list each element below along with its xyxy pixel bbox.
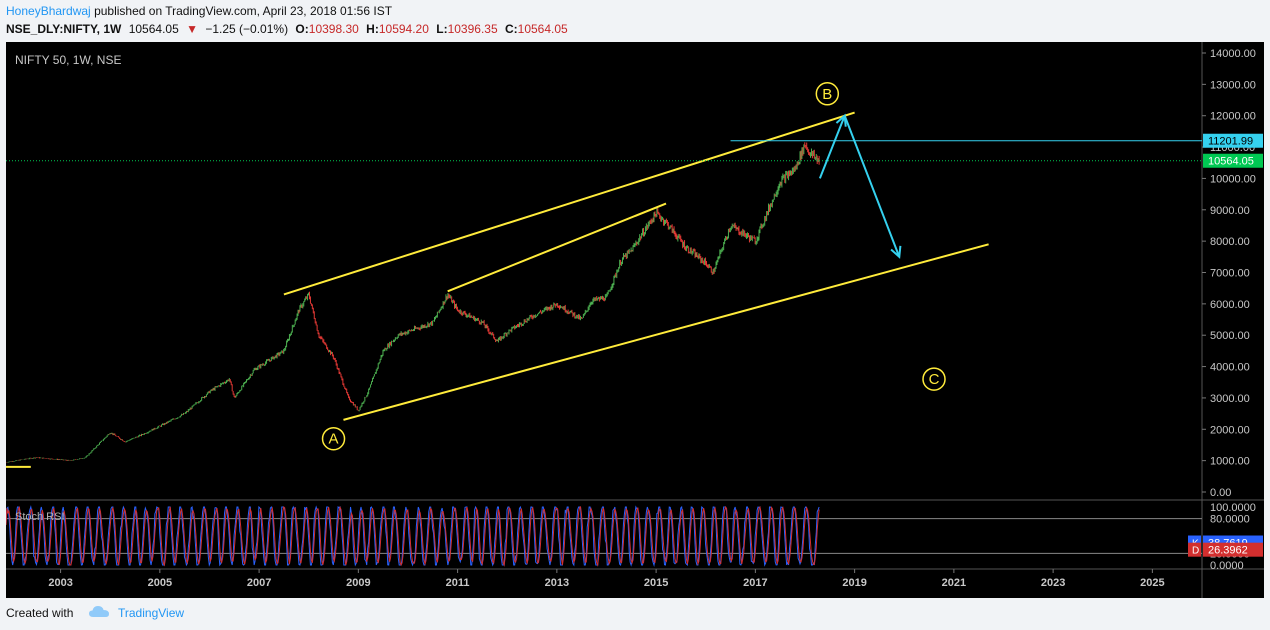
arrow-head-icon (890, 245, 902, 259)
price-tick-label: 2000.00 (1210, 424, 1250, 436)
ohlc-line: NSE_DLY:NIFTY, 1W 10564.05 ▼ −1.25 (−0.0… (6, 22, 572, 36)
inner-trend-line[interactable] (447, 202, 667, 293)
stoch-level-label: 80.0000 (1210, 514, 1250, 526)
time-tick-label: 2005 (148, 577, 172, 589)
publish-info: published on TradingView.com, April 23, … (94, 4, 393, 18)
price-tick-label: 12000.00 (1210, 111, 1256, 123)
channel-lower-line[interactable] (343, 243, 989, 421)
last-price-label: 10564.05 (1208, 156, 1254, 168)
price-tick-label: 1000.00 (1210, 456, 1250, 468)
time-tick-label: 2007 (247, 577, 271, 589)
stoch-d-value-bg (1203, 542, 1263, 557)
wave-label-text: A (329, 431, 339, 448)
time-tick-label: 2025 (1140, 577, 1164, 589)
price-tick-label: 9000.00 (1210, 205, 1250, 217)
last-price-label-bg (1203, 153, 1263, 168)
down-arrow-icon: ▼ (186, 22, 198, 36)
time-tick-label: 2017 (743, 577, 767, 589)
wave-label-circle[interactable] (815, 82, 840, 106)
resistance-price-label: 11201.99 (1208, 136, 1253, 148)
chart-canvas[interactable]: 0.00 1000.00 2000.00 3000.00 4000.00 5000.00 6… (6, 42, 1264, 598)
time-tick-label: 2023 (1041, 577, 1065, 589)
wave-label-text: C (929, 371, 940, 388)
price-tick-label: 8000.00 (1210, 236, 1250, 248)
stoch-level-label: 0.0000 (1210, 560, 1244, 572)
time-tick-label: 2009 (346, 577, 370, 589)
price-axis[interactable]: 0.00 1000.00 2000.00 3000.00 4000.00 5000.00 6… (6, 42, 1264, 598)
time-axis[interactable]: 2003 2005 2007 2009 2011 2013 2015 2017 2019 2021… (48, 569, 1165, 589)
time-tick-label: 2011 (446, 577, 470, 589)
price-tick-label: 10000.00 (1210, 173, 1256, 185)
chart-title: NIFTY 50, 1W, NSE (15, 53, 121, 67)
stoch-level-label: 100.0000 (1210, 502, 1256, 514)
time-tick-label: 2021 (942, 577, 966, 589)
wave-label-circle[interactable] (922, 367, 946, 391)
price-tick-label: 7000.00 (1210, 268, 1250, 280)
price-tick-label: 6000.00 (1210, 299, 1250, 311)
close-label: C: (504, 22, 518, 36)
wave-label-circle[interactable] (321, 426, 346, 451)
price-tick-label: 4000.00 (1210, 362, 1250, 374)
price-tick-label: 5000.00 (1210, 330, 1250, 342)
price-tick-label: 13000.00 (1210, 79, 1256, 91)
stoch-d-value-key: D (1192, 546, 1199, 557)
price-series (6, 142, 820, 463)
price-tick-label: 3000.00 (1210, 393, 1250, 405)
tradingview-cloud-icon (89, 606, 109, 617)
stoch-d-line (6, 505, 820, 567)
price-change: −1.25 (−0.01%) (205, 22, 289, 36)
forecast-arrow-line[interactable] (843, 115, 901, 258)
price-tick-label: 0.00 (1210, 487, 1231, 499)
wave-label-text: B (822, 86, 832, 103)
low-label: L: (436, 22, 448, 36)
high-label: H: (366, 22, 379, 36)
price-tick-label: 14000.00 (1210, 48, 1256, 60)
stoch-k-line (6, 505, 820, 567)
tradingview-link[interactable]: TradingView (118, 606, 185, 620)
publish-line: HoneyBhardwaj published on TradingView.c… (6, 4, 392, 18)
time-tick-label: 2019 (842, 577, 866, 589)
time-tick-label: 2015 (644, 577, 668, 589)
symbol-label[interactable]: NSE_DLY:NIFTY, 1W (6, 22, 122, 36)
time-tick-label: 2003 (48, 577, 72, 589)
chart-header: HoneyBhardwaj published on TradingView.c… (0, 0, 1270, 42)
stoch-rsi-pane: 100.000080.000020.00000.0000K38.7619D26.… (6, 502, 1263, 572)
stoch-rsi-title: Stoch RSI (15, 511, 65, 523)
stoch-d-value-key-bg (1188, 542, 1201, 557)
created-with-text: Created with (6, 606, 74, 620)
close-value: 10564.05 (517, 22, 568, 36)
chart-area[interactable]: 0.00 1000.00 2000.00 3000.00 4000.00 5000.00 6… (6, 42, 1264, 598)
open-label: O: (295, 22, 309, 36)
high-value: 10594.20 (378, 22, 429, 36)
stoch-d-value: 26.3962 (1208, 545, 1248, 557)
channel-upper-line[interactable] (283, 111, 855, 296)
low-value: 10396.35 (447, 22, 498, 36)
forecast-arrow-line[interactable] (818, 115, 846, 179)
footer: Created with TradingView (0, 598, 1270, 630)
time-tick-label: 2013 (545, 577, 569, 589)
open-value: 10398.30 (308, 22, 359, 36)
drawing-annotations[interactable]: A B C 11201.99 10564.05 (6, 82, 1263, 468)
resistance-price-label-bg (1203, 133, 1263, 148)
author-link[interactable]: HoneyBhardwaj (6, 4, 91, 18)
last-price: 10564.05 (128, 22, 179, 36)
